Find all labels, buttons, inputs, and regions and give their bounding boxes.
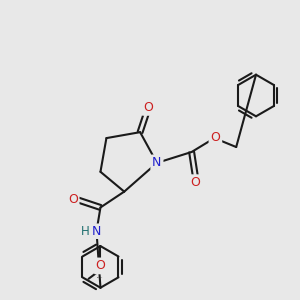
Text: methoxy: methoxy (97, 277, 103, 278)
Text: O: O (211, 130, 220, 144)
Text: N: N (152, 156, 162, 170)
Text: N: N (92, 225, 101, 238)
Text: O: O (143, 101, 153, 114)
Text: O: O (190, 176, 200, 189)
Text: O: O (68, 193, 78, 206)
Text: O: O (95, 260, 105, 272)
Text: H: H (81, 225, 90, 238)
